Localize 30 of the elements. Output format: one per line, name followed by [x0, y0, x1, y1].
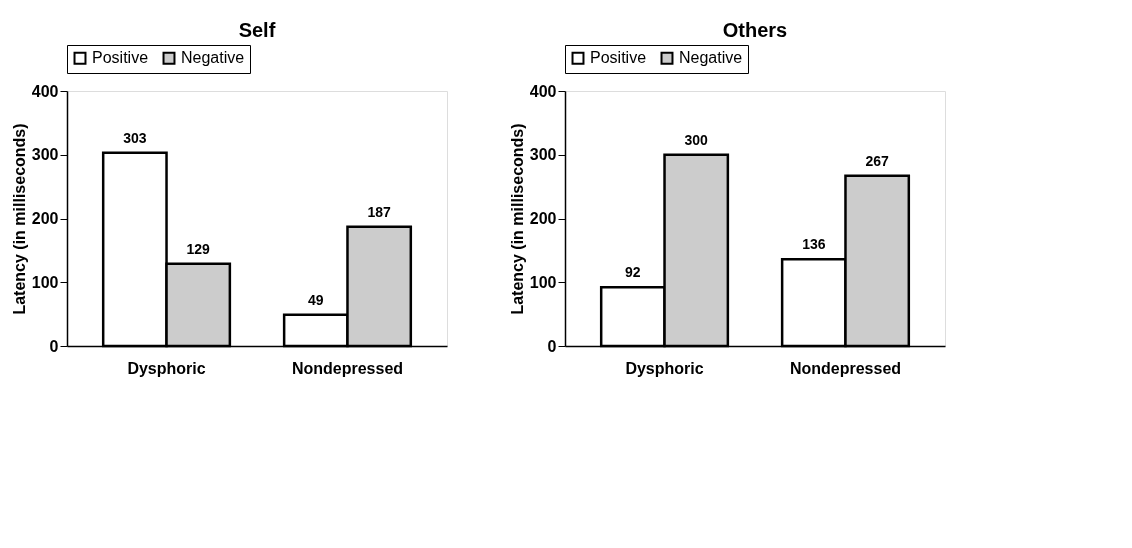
data-label: 267 — [865, 152, 890, 169]
y-tick-label: 100 — [31, 273, 59, 291]
data-label: 300 — [684, 131, 709, 148]
data-label: 187 — [367, 203, 392, 220]
y-tick-label: 300 — [31, 146, 59, 164]
x-tick-label: Dysphoric — [127, 359, 206, 377]
y-tick-label: 100 — [529, 273, 557, 291]
y-tick-label: 0 — [547, 337, 557, 355]
legend-label: Negative — [679, 49, 743, 67]
data-label: 303 — [123, 129, 147, 146]
x-tick-label: Nondepressed — [291, 359, 404, 377]
chart-title: Others — [722, 18, 788, 41]
y-tick-label: 200 — [31, 210, 59, 227]
y-tick-label: 400 — [529, 82, 557, 100]
y-tick-label: 400 — [31, 82, 59, 100]
y-axis-title: Latency (in milliseconds) — [508, 123, 526, 315]
legend-label: Negative — [181, 49, 245, 67]
data-label: 136 — [802, 236, 826, 253]
x-tick-label: Nondepressed — [789, 359, 902, 377]
data-label: 92 — [625, 264, 641, 281]
legend-label: Positive — [590, 49, 647, 67]
data-label: 49 — [308, 291, 324, 308]
y-tick-label: 300 — [529, 146, 557, 164]
data-label: 129 — [186, 240, 211, 257]
legend-label: Positive — [92, 49, 149, 67]
y-tick-label: 200 — [529, 210, 557, 227]
y-axis-title: Latency (in milliseconds) — [10, 123, 28, 315]
y-tick-label: 0 — [49, 337, 59, 355]
x-tick-label: Dysphoric — [625, 359, 704, 377]
chart-title: Self — [238, 18, 276, 41]
